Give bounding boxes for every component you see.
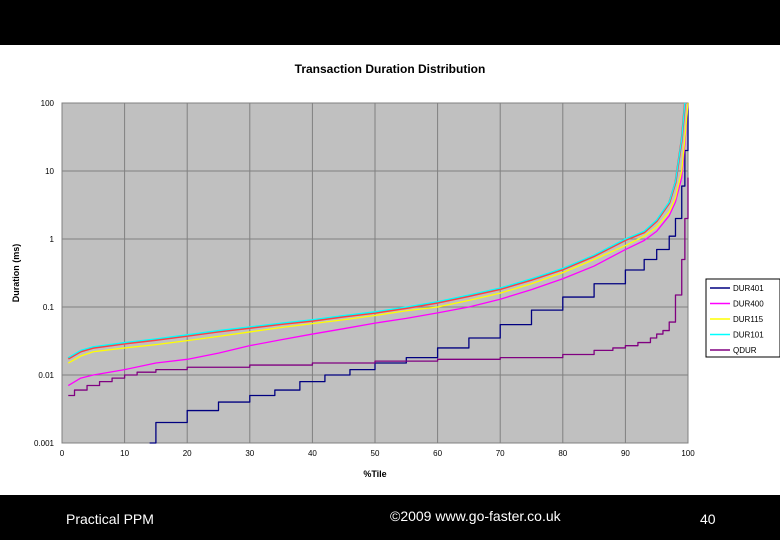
legend-label-dur115: DUR115 <box>733 315 764 324</box>
y-tick-label: 0.001 <box>34 439 55 448</box>
legend: DUR401 DUR400 DUR115 DUR101 QDUR <box>705 278 780 358</box>
footer-copyright: ©2009 www.go-faster.co.uk <box>390 508 561 524</box>
footer-title: Practical PPM <box>66 511 154 527</box>
x-tick-label: 20 <box>183 449 192 458</box>
legend-box <box>705 278 780 358</box>
series-line-dur400 <box>67 102 689 387</box>
legend-label-dur101: DUR101 <box>733 331 764 340</box>
x-tick-label: 100 <box>681 449 695 458</box>
series-line-dur115 <box>67 102 689 364</box>
y-tick-label: 100 <box>41 99 55 108</box>
x-tick-label: 40 <box>308 449 317 458</box>
x-tick-label: 0 <box>60 449 65 458</box>
x-tick-labels: 0 10 20 30 40 50 60 70 80 90 100 <box>60 449 695 458</box>
legend-label-dur401: DUR401 <box>733 284 764 293</box>
series-line-dur101 <box>67 102 686 359</box>
y-tick-labels: 0.001 0.01 0.1 1 10 100 <box>34 99 55 448</box>
y-tick-label: 10 <box>45 167 54 176</box>
x-tick-label: 50 <box>371 449 380 458</box>
legend-label-qdur: QDUR <box>733 346 757 355</box>
duration-chart: Transaction Duration Distribution 0 10 20 3… <box>11 62 780 479</box>
x-tick-label: 90 <box>621 449 630 458</box>
x-axis-label: %Tile <box>363 469 386 479</box>
x-tick-label: 30 <box>245 449 254 458</box>
y-tick-label: 1 <box>50 235 55 244</box>
series-line-qdur <box>68 177 689 397</box>
slide-content: Transaction Duration Distribution 0 10 20 3… <box>0 45 780 495</box>
series-line-dur101-edge <box>67 103 686 360</box>
y-axis-label: Duration (ms) <box>11 244 21 303</box>
series-line-dur401 <box>149 103 689 444</box>
y-tick-label: 0.01 <box>38 371 54 380</box>
chart-title: Transaction Duration Distribution <box>295 62 486 76</box>
slide-footer: Practical PPM ©2009 www.go-faster.co.uk … <box>0 495 780 540</box>
series-lines <box>67 102 689 444</box>
x-tick-label: 60 <box>433 449 442 458</box>
x-tick-label: 70 <box>496 449 505 458</box>
x-tick-label: 10 <box>120 449 129 458</box>
page-number: 40 <box>700 511 716 527</box>
y-tick-label: 0.1 <box>43 303 55 312</box>
x-tick-label: 80 <box>558 449 567 458</box>
legend-label-dur400: DUR400 <box>733 300 764 309</box>
